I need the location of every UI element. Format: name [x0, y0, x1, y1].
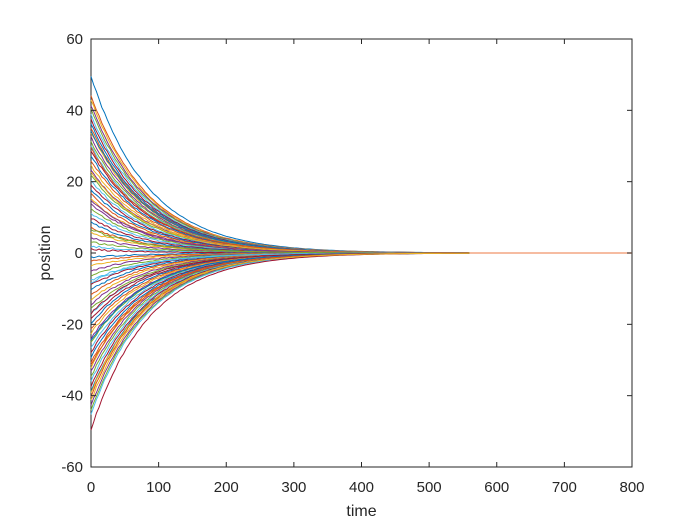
y-tick-label: 60: [66, 31, 83, 48]
y-tick-label: -40: [61, 388, 83, 405]
x-tick-label: 400: [349, 479, 374, 496]
x-axis-label: time: [346, 503, 376, 520]
x-tick-label: 300: [281, 479, 306, 496]
y-axis-label: position: [37, 225, 54, 280]
y-tick-label: 0: [75, 245, 83, 262]
x-tick-label: 600: [484, 479, 509, 496]
series-layer: [90, 76, 632, 431]
y-tick-label: -60: [61, 459, 83, 476]
y-tick-label: -20: [61, 316, 83, 333]
axes: 0 100 200 300 400 500 600 700 800 -60 -40 -20 0 20 40 6…: [61, 31, 644, 496]
y-tick-label: 20: [66, 174, 83, 191]
x-tick-label: 800: [619, 479, 644, 496]
y-tick-label: 40: [66, 102, 83, 119]
x-tick-label: 500: [417, 479, 442, 496]
x-tick-label: 100: [146, 479, 171, 496]
x-tick-label: 0: [87, 479, 95, 496]
x-tick-label: 200: [214, 479, 239, 496]
x-tick-label: 700: [552, 479, 577, 496]
series-line: [90, 252, 470, 393]
